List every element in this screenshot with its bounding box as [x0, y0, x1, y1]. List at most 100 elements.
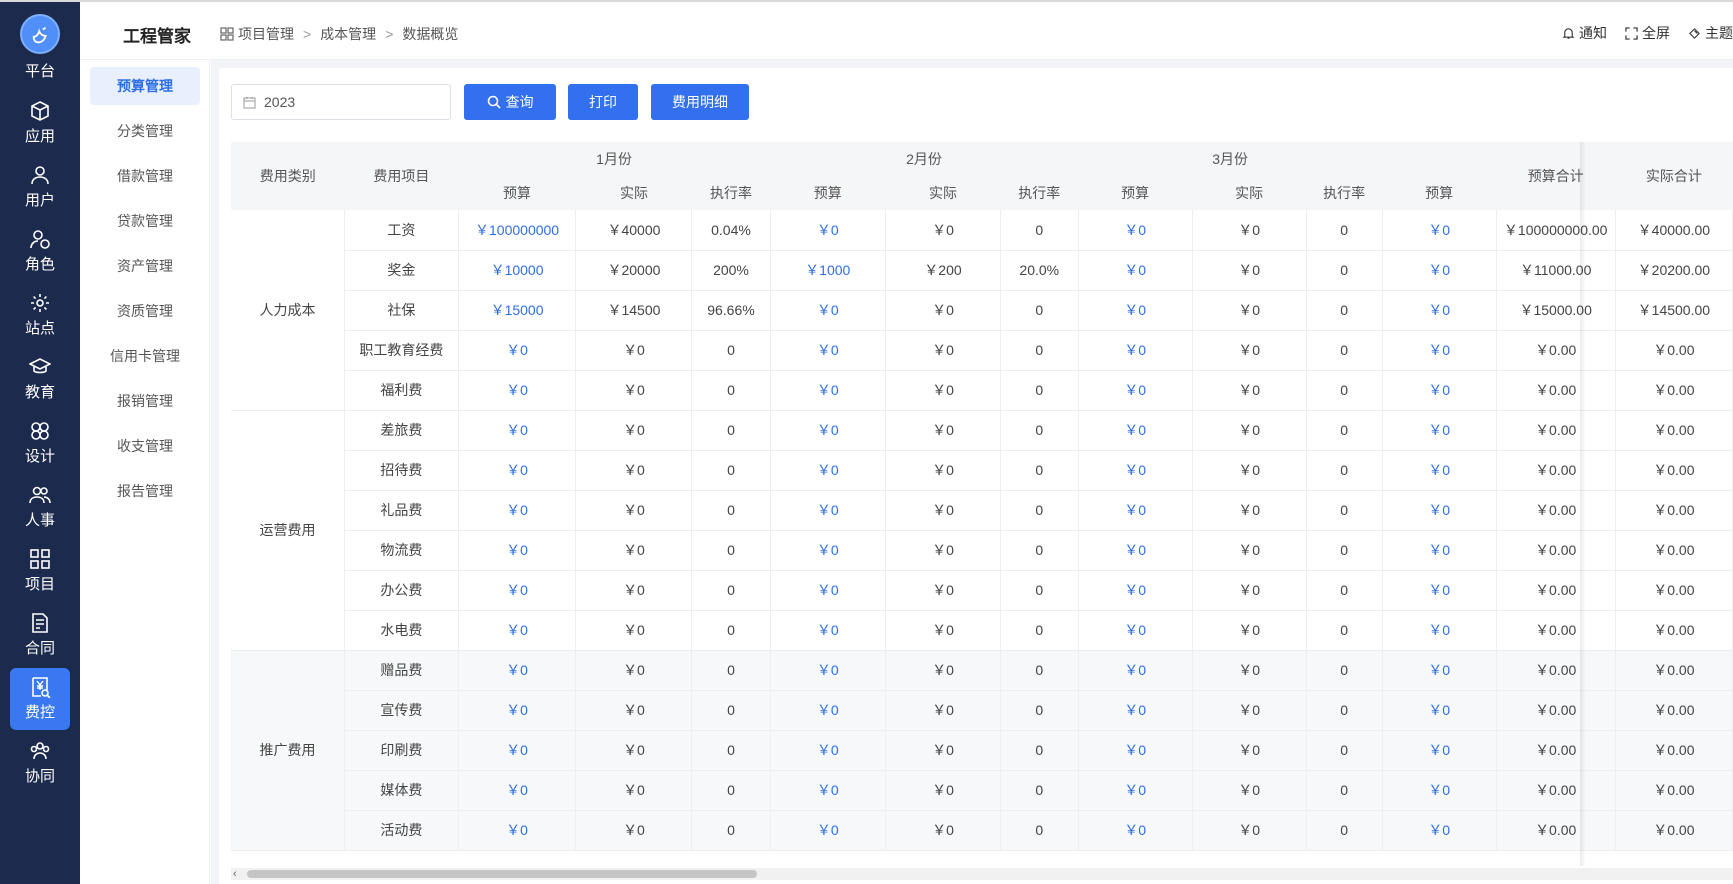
budget-cell[interactable]: ￥1000 — [770, 250, 886, 291]
budget-cell[interactable]: ￥0 — [1078, 690, 1193, 731]
submenu-item[interactable]: 贷款管理 — [117, 213, 173, 229]
submenu-item[interactable]: 借款管理 — [117, 168, 173, 184]
budget-cell[interactable]: ￥0 — [1382, 250, 1497, 291]
submenu-item[interactable]: 收支管理 — [117, 438, 173, 454]
budget-cell[interactable]: ￥0 — [1078, 290, 1193, 331]
submenu-item[interactable]: 信用卡管理 — [110, 348, 180, 364]
budget-cell[interactable]: ￥0 — [1078, 490, 1193, 531]
rail-item[interactable]: 教育 — [10, 348, 70, 410]
print-button[interactable]: 打印 — [568, 84, 638, 120]
submenu-item[interactable]: 资产管理 — [117, 258, 173, 274]
budget-cell[interactable]: ￥0 — [770, 570, 886, 611]
budget-cell[interactable]: ￥0 — [1382, 810, 1497, 851]
budget-cell[interactable]: ￥0 — [458, 370, 577, 411]
budget-cell[interactable]: ￥0 — [1382, 450, 1497, 491]
budget-cell[interactable]: ￥0 — [770, 410, 886, 451]
notify-button[interactable]: 通知 — [1562, 23, 1607, 43]
budget-cell[interactable]: ￥0 — [770, 810, 886, 851]
scrollbar-thumb[interactable] — [247, 870, 757, 878]
budget-cell[interactable]: ￥0 — [1078, 210, 1193, 251]
budget-cell[interactable]: ￥0 — [770, 770, 886, 811]
breadcrumb-item-project[interactable]: 项目管理 — [238, 26, 294, 42]
submenu-item[interactable]: 报告管理 — [117, 483, 173, 499]
rail-item[interactable]: 用户 — [10, 156, 70, 218]
submenu-item[interactable]: 预算管理 — [90, 67, 200, 105]
budget-cell[interactable]: ￥0 — [770, 650, 886, 691]
submenu-item[interactable]: 报销管理 — [117, 393, 173, 409]
budget-cell[interactable]: ￥0 — [1382, 370, 1497, 411]
scroll-left-icon[interactable]: ‹ — [233, 868, 237, 880]
budget-table-wrapper[interactable]: 费用类别 费用项目 1月份 2月份 3月份 预算合计 实际合计 预算 实际 — [231, 142, 1733, 880]
rail-item[interactable]: 设计 — [10, 412, 70, 474]
budget-cell[interactable]: ￥0 — [1078, 730, 1193, 771]
rail-item[interactable]: 角色 — [10, 220, 70, 282]
budget-cell[interactable]: ￥0 — [1078, 250, 1193, 291]
rail-item[interactable]: 人事 — [10, 476, 70, 538]
budget-cell[interactable]: ￥0 — [1078, 530, 1193, 571]
budget-cell[interactable]: ￥0 — [458, 770, 577, 811]
horizontal-scrollbar[interactable]: ‹ — [231, 868, 1733, 880]
budget-cell[interactable]: ￥0 — [770, 370, 886, 411]
budget-cell[interactable]: ￥0 — [1078, 570, 1193, 611]
budget-cell[interactable]: ￥100000000 — [458, 210, 577, 251]
budget-cell[interactable]: ￥0 — [770, 530, 886, 571]
budget-cell[interactable]: ￥0 — [1382, 290, 1497, 331]
fullscreen-button[interactable]: 全屏 — [1625, 23, 1670, 43]
rail-item[interactable]: 费控 — [10, 668, 70, 730]
budget-cell[interactable]: ￥0 — [1078, 450, 1193, 491]
budget-cell[interactable]: ￥0 — [770, 610, 886, 651]
budget-cell[interactable]: ￥0 — [458, 810, 577, 851]
budget-cell[interactable]: ￥0 — [458, 530, 577, 571]
budget-cell[interactable]: ￥0 — [1382, 610, 1497, 651]
rail-item[interactable]: 协同 — [10, 732, 70, 794]
rail-item[interactable]: 应用 — [10, 92, 70, 154]
budget-cell[interactable]: ￥0 — [458, 690, 577, 731]
budget-cell[interactable]: ￥0 — [1078, 410, 1193, 451]
budget-cell[interactable]: ￥0 — [458, 450, 577, 491]
budget-cell[interactable]: ￥0 — [1078, 650, 1193, 691]
budget-cell[interactable]: ￥0 — [458, 570, 577, 611]
breadcrumb-item-cost[interactable]: 成本管理 — [320, 26, 377, 42]
budget-cell[interactable]: ￥0 — [770, 290, 886, 331]
budget-cell[interactable]: ￥0 — [458, 490, 577, 531]
budget-cell[interactable]: ￥0 — [1382, 330, 1497, 371]
budget-cell[interactable]: ￥0 — [770, 690, 886, 731]
budget-cell[interactable]: ￥0 — [1382, 570, 1497, 611]
submenu-item[interactable]: 分类管理 — [117, 123, 173, 139]
budget-cell[interactable]: ￥0 — [458, 410, 577, 451]
budget-cell[interactable]: ￥0 — [770, 330, 886, 371]
rail-item[interactable]: 合同 — [10, 604, 70, 666]
budget-cell[interactable]: ￥0 — [1382, 770, 1497, 811]
submenu-item[interactable]: 资质管理 — [117, 303, 173, 319]
query-button[interactable]: 查询 — [464, 84, 556, 120]
budget-cell[interactable]: ￥0 — [1078, 770, 1193, 811]
budget-cell[interactable]: ￥0 — [1382, 410, 1497, 451]
expense-detail-button[interactable]: 费用明细 — [651, 84, 749, 120]
budget-cell[interactable]: ￥0 — [1078, 810, 1193, 851]
rail-item[interactable]: 项目 — [10, 540, 70, 602]
rail-item[interactable]: 站点 — [10, 284, 70, 346]
budget-cell[interactable]: ￥0 — [1382, 530, 1497, 571]
budget-cell[interactable]: ￥0 — [1382, 690, 1497, 731]
budget-cell[interactable]: ￥0 — [458, 610, 577, 651]
theme-button[interactable]: 主题 — [1688, 23, 1733, 43]
budget-cell[interactable]: ￥15000 — [458, 290, 577, 331]
budget-cell[interactable]: ￥0 — [1382, 650, 1497, 691]
budget-cell[interactable]: ￥0 — [770, 490, 886, 531]
budget-cell[interactable]: ￥0 — [770, 450, 886, 491]
budget-cell[interactable]: ￥0 — [1382, 490, 1497, 531]
budget-cell[interactable]: ￥0 — [458, 650, 577, 691]
budget-cell[interactable]: ￥0 — [458, 730, 577, 771]
budget-cell[interactable]: ￥0 — [458, 330, 577, 371]
budget-cell[interactable]: ￥10000 — [458, 250, 577, 291]
platform-logo[interactable] — [20, 14, 60, 54]
budget-cell[interactable]: ￥0 — [1382, 210, 1497, 251]
budget-cell[interactable]: ￥0 — [1078, 610, 1193, 651]
budget-cell[interactable]: ￥0 — [770, 730, 886, 771]
budget-cell[interactable]: ￥0 — [1382, 730, 1497, 771]
budget-cell[interactable]: ￥0 — [1078, 330, 1193, 371]
budget-cell[interactable]: ￥0 — [1078, 370, 1193, 411]
platform-label[interactable]: 平台 — [24, 63, 55, 80]
budget-cell[interactable]: ￥0 — [770, 210, 886, 251]
year-picker[interactable]: 2023 — [231, 84, 451, 120]
